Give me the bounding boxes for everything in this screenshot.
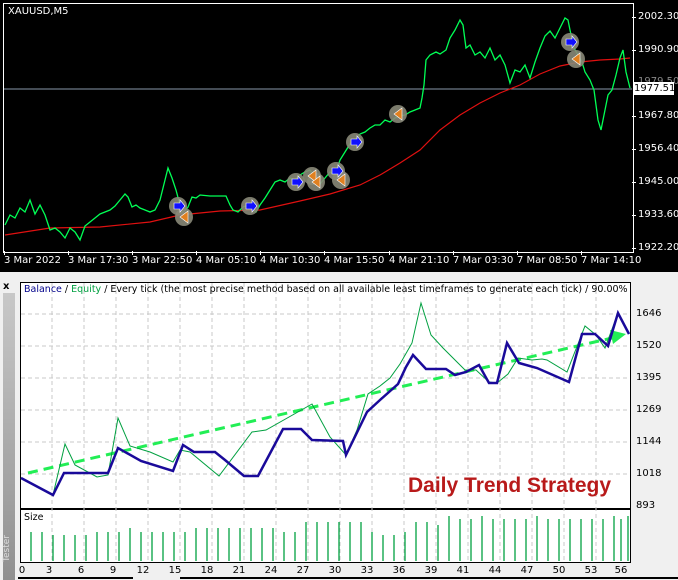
close-tester-button[interactable]: x xyxy=(3,281,10,292)
balance-line xyxy=(20,309,631,497)
balance-axis-label: 893 xyxy=(636,500,656,511)
x-axis-label: 47 xyxy=(520,565,534,576)
moving-average-line xyxy=(4,57,631,236)
x-axis-label: 33 xyxy=(360,565,374,576)
time-axis-label: 7 Mar 08:50 xyxy=(517,255,578,266)
time-tick xyxy=(517,251,518,255)
x-axis-label: 6 xyxy=(77,565,85,576)
time-axis-label: 4 Mar 21:10 xyxy=(389,255,450,266)
balance-axis-label: 1269 xyxy=(636,404,662,415)
x-axis-label: 24 xyxy=(264,565,278,576)
strategy-title-overlay: Daily Trend Strategy xyxy=(408,474,612,497)
time-tick xyxy=(68,251,69,255)
price-axis-label: 1990.90 xyxy=(638,44,678,55)
price-tick xyxy=(632,248,636,249)
price-chart-frame xyxy=(3,3,634,253)
balance-axis-label: 1018 xyxy=(636,468,662,479)
equity-line xyxy=(20,301,630,496)
x-axis-label: 9 xyxy=(109,565,117,576)
balance-axis-label: 1395 xyxy=(636,372,662,383)
symbol-title: XAUUSD,M5 xyxy=(8,6,69,17)
legend-separator: / xyxy=(61,284,72,295)
trend-arrow-line xyxy=(27,336,613,475)
balance-axis-label: 1144 xyxy=(636,436,662,447)
price-axis-label: 1956.40 xyxy=(638,143,678,154)
size-title: Size xyxy=(24,512,44,523)
price-axis-label: 2002.30 xyxy=(638,11,678,22)
legend-balance: Balance xyxy=(24,284,62,295)
time-axis-label: 4 Mar 15:50 xyxy=(324,255,385,266)
price-chart-canvas xyxy=(4,17,632,242)
x-axis-label: 12 xyxy=(136,565,150,576)
time-tick xyxy=(389,251,390,255)
x-axis-label: 21 xyxy=(232,565,246,576)
balance-axis-label: 1520 xyxy=(636,340,662,351)
x-axis-label: 41 xyxy=(456,565,470,576)
price-tick xyxy=(632,182,636,183)
tester-side-strip xyxy=(3,293,15,580)
x-axis-label: 50 xyxy=(552,565,566,576)
price-tick xyxy=(632,215,636,216)
tester-scrollbar[interactable] xyxy=(18,577,133,579)
price-axis-label: 1979.50 xyxy=(638,76,678,87)
test-description: / Every tick (the most precise method ba… xyxy=(101,284,628,295)
size-panel xyxy=(20,509,631,563)
current-price-label: 1977.51 xyxy=(634,82,676,95)
price-tick xyxy=(632,116,636,117)
x-axis-label: 30 xyxy=(328,565,342,576)
size-bars xyxy=(30,516,629,561)
price-axis-label: 1967.80 xyxy=(638,110,678,121)
x-axis-label: 39 xyxy=(424,565,438,576)
x-axis-label: 53 xyxy=(584,565,598,576)
legend-equity: Equity xyxy=(71,284,102,295)
x-axis-label: 36 xyxy=(392,565,406,576)
time-tick xyxy=(196,251,197,255)
time-axis-label: 3 Mar 17:30 xyxy=(68,255,129,266)
graph-grid xyxy=(21,283,629,561)
time-tick xyxy=(581,251,582,255)
price-axis-label: 1945.00 xyxy=(638,176,678,187)
time-tick xyxy=(132,251,133,255)
x-axis-label: 56 xyxy=(614,565,628,576)
time-tick xyxy=(324,251,325,255)
x-axis-label: 0 xyxy=(18,565,26,576)
trade-markers xyxy=(169,33,585,226)
time-tick xyxy=(260,251,261,255)
trend-arrow-head xyxy=(610,330,626,344)
price-axis-label: 1933.60 xyxy=(638,209,678,220)
price-chart-window[interactable]: XAUUSD,M5 xyxy=(0,0,678,272)
x-axis-label: 27 xyxy=(296,565,310,576)
price-axis-label: 1922.20 xyxy=(638,242,678,253)
price-tick xyxy=(632,17,636,18)
tester-scrollbar-track[interactable] xyxy=(180,577,678,579)
graph-header: Balance / Equity / Every tick (the most … xyxy=(24,284,628,295)
time-tick xyxy=(4,251,5,255)
price-tick xyxy=(632,50,636,51)
time-axis-label: 4 Mar 10:30 xyxy=(260,255,321,266)
time-axis-label: 3 Mar 2022 xyxy=(4,255,62,266)
price-tick xyxy=(632,149,636,150)
time-axis-label: 7 Mar 14:10 xyxy=(581,255,642,266)
x-axis-label: 3 xyxy=(45,565,53,576)
time-tick xyxy=(453,251,454,255)
x-axis-label: 15 xyxy=(168,565,182,576)
balance-axis-label: 1646 xyxy=(636,308,662,319)
time-axis-label: 4 Mar 05:10 xyxy=(196,255,257,266)
balance-graph-panel xyxy=(20,282,631,509)
time-axis-label: 3 Mar 22:50 xyxy=(132,255,193,266)
time-axis-label: 7 Mar 03:30 xyxy=(453,255,514,266)
x-axis-label: 18 xyxy=(200,565,214,576)
x-axis-label: 44 xyxy=(488,565,502,576)
